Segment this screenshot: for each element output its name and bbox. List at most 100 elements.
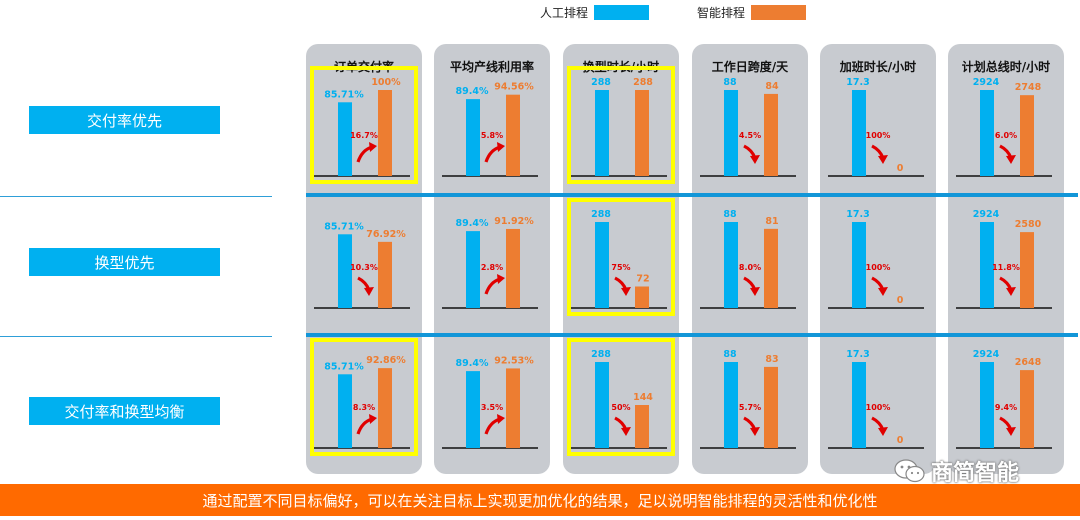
value-label-manual: 2924 [973, 349, 1000, 360]
arrow-up-icon [356, 414, 377, 435]
bar-smart [635, 405, 649, 448]
bar-smart [764, 228, 778, 308]
arrow-down-icon [357, 276, 374, 296]
bar-manual [466, 99, 480, 176]
change-label: 100% [866, 131, 891, 140]
bar-manual [724, 90, 738, 176]
wechat-icon [894, 459, 925, 483]
metric-card-overtime-hours: 加班时长/小时 [820, 44, 936, 474]
watermark-text: 商简智能 [931, 461, 1020, 486]
value-label-smart: 92.86% [366, 355, 406, 366]
change-label: 50% [611, 403, 630, 412]
value-label-smart: 84 [765, 81, 779, 92]
change-label: 3.5% [481, 403, 503, 412]
arrow-down-icon [743, 416, 760, 436]
bar-smart [1020, 95, 1034, 176]
value-label-smart: 94.56% [494, 82, 534, 93]
value-label-manual: 17.3 [846, 349, 869, 360]
bar-manual [466, 371, 480, 448]
legend-manual-swatch [594, 4, 650, 20]
bar-manual [980, 222, 994, 308]
value-label-smart: 91.92% [494, 216, 534, 227]
legend-item-manual: 人工排程 [540, 4, 650, 21]
bar-chart-cell: 88 83 5.7% [700, 349, 796, 449]
bar-chart-cell: 85.71% 100% 16.7% [314, 77, 410, 177]
arrow-down-icon [871, 144, 888, 164]
value-label-smart: 72 [636, 274, 649, 285]
bar-manual [980, 90, 994, 176]
change-label: 9.4% [995, 403, 1017, 412]
metric-card-delivery-rate: 订单交付率 [306, 44, 422, 474]
arrow-head [1006, 427, 1016, 436]
value-label-manual: 17.3 [846, 209, 869, 220]
bar-smart [764, 93, 778, 176]
value-label-manual: 17.3 [846, 77, 869, 88]
legend: 人工排程 智能排程 [540, 4, 807, 21]
bar-manual [595, 90, 609, 176]
bar-manual [852, 362, 866, 448]
metric-title: 加班时长/小时 [839, 60, 917, 74]
bar-manual [466, 231, 480, 308]
bar-chart-cell: 288 72 75% [571, 209, 667, 309]
bar-manual [724, 222, 738, 308]
bar-chart-cell: 2924 2748 6.0% [956, 77, 1052, 177]
value-label-manual: 88 [723, 209, 737, 220]
bar-smart [378, 90, 392, 176]
metric-title: 平均产线利用率 [449, 60, 534, 74]
change-label: 11.8% [992, 263, 1020, 272]
arrow-down-icon [614, 276, 631, 296]
bar-manual [852, 222, 866, 308]
value-label-manual: 89.4% [456, 86, 489, 97]
arrow-down-icon [999, 144, 1016, 164]
arrow-head [1006, 155, 1016, 164]
bar-chart-cell: 88 84 4.5% [700, 77, 796, 177]
value-label-manual: 88 [723, 349, 737, 360]
watermark: 商简智能 [893, 455, 1019, 487]
legend-smart-swatch [751, 4, 807, 20]
value-label-smart: 92.53% [494, 355, 534, 366]
value-label-smart: 2748 [1015, 82, 1042, 93]
bar-smart [378, 241, 392, 308]
value-label-manual: 288 [591, 77, 611, 88]
arrow-up-icon [484, 414, 505, 435]
arrow-head [497, 274, 505, 284]
change-label: 5.8% [481, 131, 503, 140]
value-label-smart: 81 [765, 216, 778, 227]
arrow-down-icon [743, 144, 760, 164]
change-label: 100% [866, 263, 891, 272]
value-label-manual: 85.71% [324, 89, 364, 100]
metric-card-line-utilization: 平均产线利用率 [434, 44, 550, 474]
bar-manual [338, 102, 352, 176]
value-label-smart: 0 [897, 163, 904, 174]
arrow-head [497, 414, 505, 424]
row-label-changeover-priority: 换型优先 [29, 248, 220, 276]
bar-manual [595, 222, 609, 308]
value-label-smart: 100% [371, 77, 401, 88]
value-label-smart: 144 [633, 392, 653, 403]
bar-manual [852, 90, 866, 176]
bar-smart [635, 90, 649, 176]
legend-smart-label: 智能排程 [697, 5, 746, 20]
value-label-manual: 89.4% [456, 218, 489, 229]
arrow-head [878, 427, 888, 436]
value-label-smart: 2580 [1015, 219, 1042, 230]
arrow-head [1006, 287, 1016, 296]
bar-chart-cell: 2924 2648 9.4% [956, 349, 1052, 449]
value-label-manual: 288 [591, 349, 611, 360]
row-divider-line [0, 196, 272, 197]
bar-chart-cell: 89.4% 91.92% 2.8% [442, 216, 538, 309]
bar-chart-cell: 89.4% 94.56% 5.8% [442, 82, 538, 177]
arrow-head [750, 427, 760, 436]
value-label-smart: 0 [897, 435, 904, 446]
bar-smart [1020, 232, 1034, 308]
legend-item-smart: 智能排程 [697, 4, 807, 21]
change-label: 75% [611, 263, 630, 272]
arrow-down-icon [999, 276, 1016, 296]
value-label-manual: 88 [723, 77, 737, 88]
arrow-head [878, 287, 888, 296]
change-label: 6.0% [995, 131, 1017, 140]
value-label-manual: 2924 [973, 77, 1000, 88]
bar-chart-cell: 2924 2580 11.8% [956, 209, 1052, 309]
arrow-down-icon [871, 416, 888, 436]
